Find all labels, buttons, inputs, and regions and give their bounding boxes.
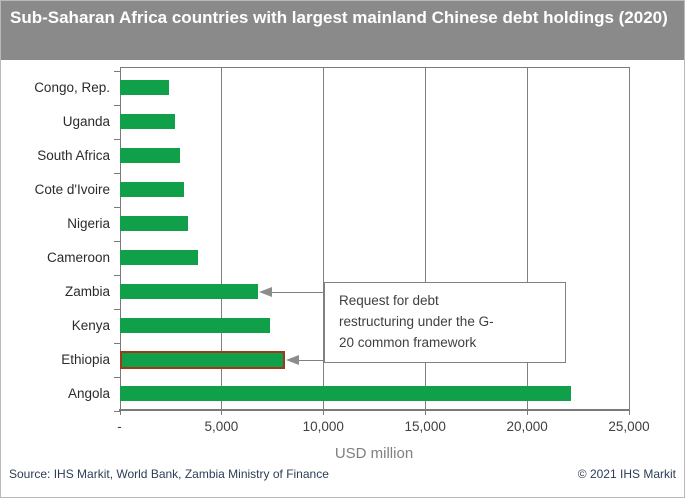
bar-nigeria	[119, 216, 188, 231]
y-tick	[113, 105, 120, 106]
bar-cameroon	[119, 250, 198, 265]
bar-zambia	[119, 284, 259, 299]
gridline-15000	[425, 67, 427, 409]
y-tick	[113, 139, 120, 140]
y-axis-line	[119, 67, 121, 409]
annotation-arrow-head-ethiopia	[285, 355, 299, 365]
x-axis-line	[118, 409, 629, 411]
y-tick	[113, 377, 120, 378]
category-label: Cote d'Ivoire	[34, 182, 110, 197]
gridline-10000	[323, 67, 325, 409]
category-label: Nigeria	[67, 216, 110, 231]
plot-area: - 5,000 10,000 15,000 20,000 25,000 Congo, Rep…	[1, 60, 684, 497]
bar-kenya	[119, 318, 271, 333]
annotation-arrow-head-zambia	[259, 287, 273, 297]
gridline-25000	[629, 67, 630, 409]
bar-congo-rep	[119, 80, 170, 95]
y-tick	[113, 71, 120, 72]
x-tick	[323, 409, 325, 415]
x-tick-label: 20,000	[506, 419, 548, 434]
category-label: Zambia	[64, 284, 110, 299]
chart-title: Sub-Saharan Africa countries with larges…	[1, 1, 684, 60]
gridline-20000	[527, 67, 529, 409]
plot-top-border	[119, 67, 629, 68]
x-tick-label: 5,000	[204, 419, 239, 434]
category-label: Cameroon	[46, 250, 110, 265]
bar-angola	[119, 386, 571, 401]
y-tick	[113, 275, 120, 276]
y-tick	[113, 309, 120, 310]
y-tick	[113, 173, 120, 174]
bar-ethiopia	[119, 351, 285, 369]
x-tick	[527, 409, 529, 415]
x-tick	[425, 409, 427, 415]
gridline-5000	[221, 67, 223, 409]
annotation-arrow-line-zambia	[272, 292, 324, 293]
bar-uganda	[119, 114, 175, 129]
x-tick	[119, 409, 121, 415]
category-label: Kenya	[71, 318, 110, 333]
y-tick	[113, 241, 120, 242]
category-label: South Africa	[37, 148, 110, 163]
x-tick-label: -	[117, 419, 122, 434]
category-label: Uganda	[62, 114, 110, 129]
x-tick-label: 15,000	[404, 419, 446, 434]
bar-cote-d-ivoire	[119, 182, 184, 197]
x-tick	[221, 409, 223, 415]
category-label: Ethiopia	[61, 352, 110, 367]
copyright-note: © 2021 IHS Markit	[577, 467, 676, 481]
x-tick	[629, 409, 630, 415]
footer: Source: IHS Markit, World Bank, Zambia M…	[9, 467, 676, 485]
x-tick-label: 25,000	[608, 419, 650, 434]
x-axis-title: USD million	[334, 445, 414, 462]
category-label: Angola	[67, 386, 110, 401]
y-tick	[113, 343, 120, 344]
y-tick	[113, 411, 120, 412]
source-note: Source: IHS Markit, World Bank, Zambia M…	[9, 467, 329, 481]
x-tick-label: 10,000	[302, 419, 344, 434]
annotation-box: Request for debt restructuring under the …	[324, 282, 566, 363]
category-label: Congo, Rep.	[34, 80, 110, 95]
annotation-arrow-line-ethiopia	[298, 360, 324, 361]
bar-south-africa	[119, 148, 180, 163]
y-tick	[113, 207, 120, 208]
